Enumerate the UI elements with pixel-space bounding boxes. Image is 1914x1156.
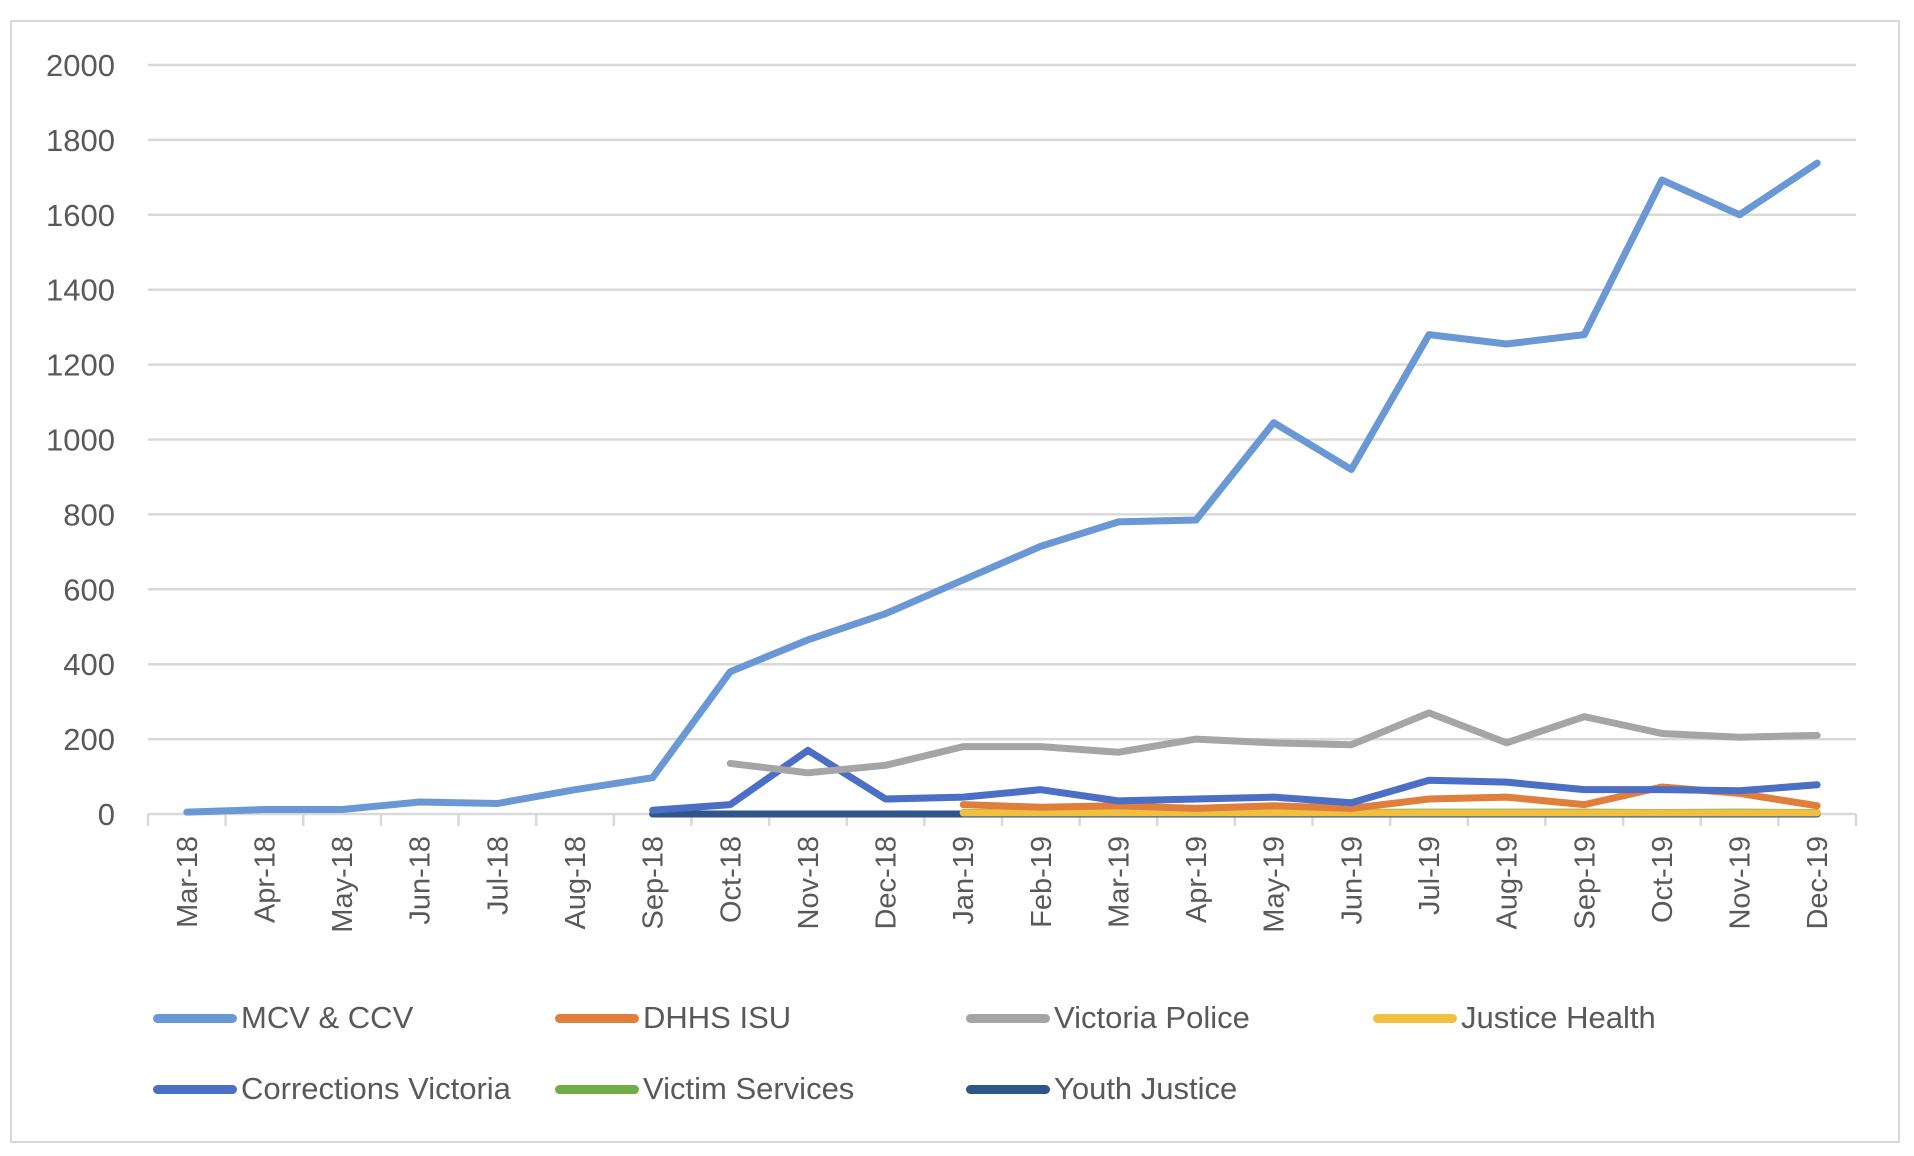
series-line	[183, 159, 1821, 816]
y-tick-label: 1200	[46, 348, 115, 383]
series-victoria-police	[726, 709, 1821, 777]
legend-swatch	[153, 1013, 237, 1023]
x-tick-label: Nov-18	[793, 836, 825, 930]
legend-label: DHHS ISU	[643, 1000, 792, 1035]
series-mcv-ccv	[183, 159, 1821, 816]
series-lines	[183, 159, 1821, 818]
legend-item[interactable]: Justice Health	[1373, 998, 1656, 1038]
legend-swatch	[1373, 1013, 1457, 1023]
series-line	[649, 746, 1821, 814]
x-tick-label: Jul-19	[1414, 836, 1446, 915]
legend-item[interactable]: Youth Justice	[966, 1069, 1237, 1109]
legend-item[interactable]: Victim Services	[555, 1069, 854, 1109]
x-tick-label: Aug-18	[560, 836, 592, 930]
x-tick-label: Apr-19	[1181, 836, 1213, 923]
x-tick-label: Sep-18	[638, 836, 670, 930]
x-tick-label: Apr-18	[249, 836, 281, 923]
y-tick-label: 2000	[46, 48, 115, 83]
legend-label: Youth Justice	[1054, 1071, 1238, 1106]
x-tick-label: May-18	[327, 836, 359, 933]
x-tick-label: Jul-18	[482, 836, 514, 915]
x-tick-label: Oct-19	[1647, 836, 1679, 923]
legend-item[interactable]: MCV & CCV	[153, 998, 413, 1038]
x-tick-label: Dec-18	[871, 836, 903, 930]
gridlines	[148, 63, 1856, 741]
x-tick-label: Aug-19	[1492, 836, 1524, 930]
legend-label: Justice Health	[1461, 1000, 1656, 1035]
legend-label: Corrections Victoria	[241, 1071, 511, 1106]
x-tick-label: Mar-18	[172, 836, 204, 928]
x-tick-label: Sep-19	[1569, 836, 1601, 930]
x-tick-label: Nov-19	[1725, 836, 1757, 930]
legend-swatch	[966, 1013, 1050, 1023]
x-tick-label: Jun-18	[405, 836, 437, 925]
y-axis-ticks: 0 200 400 600 800 1000 1200 1400 1600 1800 2000	[46, 48, 115, 832]
legend-swatch	[555, 1013, 639, 1023]
y-tick-label: 600	[63, 572, 115, 607]
y-tick-label: 400	[63, 647, 115, 682]
x-tick-label: Dec-19	[1802, 836, 1834, 930]
legend-label: Victim Services	[643, 1071, 855, 1106]
legend-label: Victoria Police	[1054, 1000, 1250, 1035]
legend-swatch	[153, 1084, 237, 1094]
x-tick-label: May-19	[1259, 836, 1291, 933]
legend-swatch	[555, 1084, 639, 1094]
y-tick-label: 0	[98, 797, 115, 832]
legend-item[interactable]: DHHS ISU	[555, 998, 791, 1038]
y-tick-label: 1000	[46, 423, 115, 458]
series-corrections-victoria	[649, 746, 1821, 814]
x-tick-label: Jan-19	[948, 836, 980, 925]
legend-swatch	[966, 1084, 1050, 1094]
y-tick-label: 1600	[46, 198, 115, 233]
x-tick-label: Oct-18	[715, 836, 747, 923]
x-axis-tick-labels: Mar-18 Apr-18 May-18 Jun-18 Jul-18 Aug-18 Sep-…	[172, 836, 1834, 933]
y-tick-label: 200	[63, 722, 115, 757]
y-tick-label: 1800	[46, 123, 115, 158]
legend-item[interactable]: Corrections Victoria	[153, 1069, 511, 1109]
y-tick-label: 1400	[46, 273, 115, 308]
y-tick-label: 800	[63, 497, 115, 532]
legend-label: MCV & CCV	[241, 1000, 414, 1035]
x-tick-label: Mar-19	[1103, 836, 1135, 928]
x-tick-label: Jun-19	[1336, 836, 1368, 925]
x-tick-label: Feb-19	[1026, 836, 1058, 928]
legend-item[interactable]: Victoria Police	[966, 998, 1250, 1038]
